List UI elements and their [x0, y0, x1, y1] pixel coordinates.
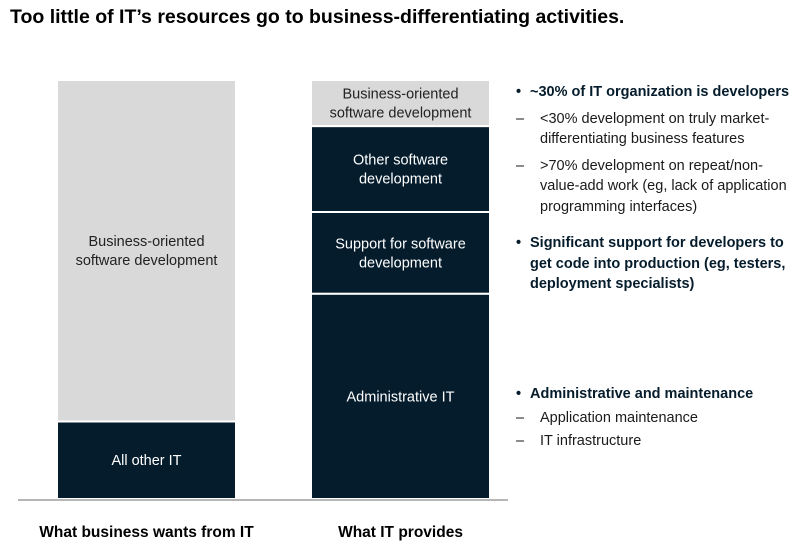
annotation-developers: • ~30% of IT organization is developers –…	[516, 82, 798, 217]
segment-label-line: Support for software	[335, 236, 466, 252]
segment-label-line: development	[359, 255, 442, 271]
annotation-item: – IT infrastructure	[516, 431, 798, 452]
segment-label: Administrative IT	[347, 389, 455, 405]
dash-icon: –	[516, 110, 525, 127]
annotation-heading: • ~30% of IT organization is developers	[516, 82, 798, 103]
annotation-heading-text: ~30% of IT organization is developers	[530, 84, 790, 100]
segment-label-line: Administrative IT	[347, 389, 455, 405]
x-category-label: What IT provides	[338, 524, 463, 541]
segment-label: Support for software development	[335, 236, 466, 271]
annotation-item: – <30% development on truly market-differ…	[516, 109, 798, 150]
annotation-item-text: <30% development on truly market-differe…	[540, 110, 770, 148]
annotation-heading: • Administrative and maintenance	[516, 384, 798, 405]
annotation-support: • Significant support for developers to g…	[516, 233, 798, 295]
bar-segment	[310, 292, 491, 500]
annotation-item-text: Application maintenance	[540, 409, 698, 426]
segment-label: Business-oriented software development	[76, 234, 218, 269]
dash-icon: –	[516, 157, 525, 174]
segment-label-line: Business-oriented	[342, 87, 458, 103]
annotation-item: – Application maintenance	[516, 408, 798, 429]
annotation-item-text: IT infrastructure	[540, 433, 642, 449]
segment-label: Business-oriented software development	[330, 87, 472, 122]
bullet-icon: •	[516, 235, 522, 251]
segment-label: Other software development	[353, 153, 448, 188]
annotation-heading: • Significant support for developers to g…	[516, 233, 798, 295]
segment-label-line: software development	[330, 106, 472, 122]
segment-label-line: development	[359, 172, 442, 188]
segment-label-line: Business-oriented	[88, 234, 204, 250]
bar-segment	[310, 210, 491, 295]
bar-segment	[310, 79, 491, 128]
bullet-icon: •	[516, 84, 522, 100]
chart-title: Too little of IT’s resources go to busin…	[10, 6, 625, 28]
bullet-icon: •	[516, 386, 522, 402]
dash-icon: –	[516, 409, 525, 426]
annotation-item: – >70% development on repeat/non-value-ad…	[516, 156, 798, 218]
annotation-heading-text: Administrative and maintenance	[530, 386, 754, 402]
segment-label-line: Other software	[353, 153, 448, 169]
annotation-item-text: >70% development on repeat/non-value-add…	[540, 157, 787, 215]
x-category-label: What business wants from IT	[39, 524, 254, 541]
segment-label-line: software development	[76, 253, 218, 269]
annotation-administrative: • Administrative and maintenance – Applica…	[516, 384, 798, 452]
segment-label-line: All other IT	[111, 453, 181, 469]
annotation-heading-text: Significant support for developers to ge…	[530, 235, 786, 292]
bar-segment	[56, 79, 237, 423]
bar-segment	[56, 420, 237, 500]
dash-icon: –	[516, 433, 525, 449]
bar-segment	[310, 125, 491, 213]
segment-label: All other IT	[111, 453, 181, 469]
